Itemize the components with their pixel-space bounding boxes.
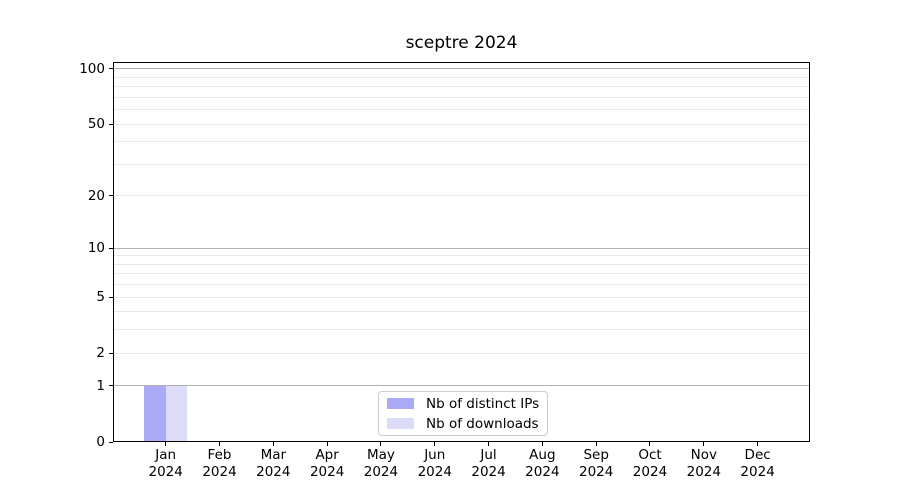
x-tick-mark — [703, 442, 705, 446]
x-tick-year: 2024 — [363, 464, 399, 480]
y-tick-label: 5 — [96, 289, 105, 306]
x-tick-month: Dec — [744, 447, 771, 463]
plot-area — [113, 62, 810, 442]
y-tick-mark — [109, 296, 113, 298]
x-tick-label: May 2024 — [351, 447, 411, 481]
x-tick-year: 2024 — [632, 464, 668, 480]
chart-title: sceptre 2024 — [405, 33, 518, 53]
x-tick-mark — [434, 442, 436, 446]
x-tick-year: 2024 — [148, 464, 183, 480]
minor-gridline — [113, 195, 810, 197]
minor-gridline — [113, 76, 810, 78]
bar-downloads-jan — [165, 385, 188, 442]
major-gridline — [113, 247, 810, 249]
x-tick-year: 2024 — [471, 464, 506, 480]
legend-label-distinct-ips: Nb of distinct IPs — [426, 395, 540, 412]
x-tick-label: Apr 2024 — [297, 447, 357, 481]
legend-item-downloads: Nb of downloads — [387, 416, 539, 432]
x-tick-month: Mar — [260, 447, 287, 463]
major-gridline — [113, 385, 810, 387]
x-tick-year: 2024 — [578, 464, 614, 480]
x-tick-month: Apr — [315, 447, 339, 463]
y-tick-mark — [109, 68, 113, 70]
minor-gridline — [113, 329, 810, 331]
x-tick-mark — [757, 442, 759, 446]
x-tick-label: Oct 2024 — [620, 447, 680, 481]
x-tick-label: Feb 2024 — [190, 447, 250, 481]
x-tick-month: Oct — [638, 447, 662, 463]
x-tick-label: Nov 2024 — [674, 447, 734, 481]
x-tick-mark — [380, 442, 382, 446]
x-tick-month: May — [366, 447, 395, 463]
minor-gridline — [113, 296, 810, 298]
x-tick-year: 2024 — [256, 464, 291, 480]
minor-gridline — [113, 141, 810, 143]
x-tick-year: 2024 — [417, 464, 452, 480]
x-tick-mark — [488, 442, 490, 446]
y-tick-label: 20 — [87, 187, 105, 204]
minor-gridline — [113, 163, 810, 165]
y-tick-mark — [109, 195, 113, 197]
minor-gridline — [113, 255, 810, 257]
x-tick-label: Jan 2024 — [136, 447, 196, 481]
x-tick-label: Sep 2024 — [566, 447, 626, 481]
x-tick-month: Aug — [529, 447, 556, 463]
y-tick-mark — [109, 247, 113, 249]
legend-item-distinct-ips: Nb of distinct IPs — [387, 396, 539, 412]
x-tick-month: Jun — [424, 447, 446, 463]
x-tick-year: 2024 — [309, 464, 345, 480]
legend-swatch-distinct-ips — [387, 398, 414, 409]
x-tick-label: Jul 2024 — [459, 447, 519, 481]
minor-gridline — [113, 263, 810, 265]
major-gridline — [113, 68, 810, 70]
y-tick-mark — [109, 123, 113, 125]
x-tick-year: 2024 — [686, 464, 721, 480]
x-tick-mark — [219, 442, 220, 446]
x-tick-mark — [595, 442, 597, 446]
bar-distinct-ips-jan — [144, 385, 166, 442]
legend-swatch-downloads — [387, 418, 414, 429]
x-tick-label: Jun 2024 — [405, 447, 465, 481]
x-tick-year: 2024 — [740, 464, 775, 480]
x-tick-month: Sep — [583, 447, 609, 463]
minor-gridline — [113, 109, 810, 111]
legend: Nb of distinct IPs Nb of downloads — [378, 391, 548, 436]
y-tick-label: 2 — [96, 345, 105, 362]
y-tick-label: 50 — [87, 116, 105, 133]
y-tick-label: 1 — [96, 377, 105, 394]
legend-label-downloads: Nb of downloads — [426, 415, 539, 432]
x-tick-month: Feb — [207, 447, 232, 463]
x-tick-label: Mar 2024 — [243, 447, 303, 481]
x-tick-mark — [165, 442, 167, 446]
minor-gridline — [113, 96, 810, 98]
x-tick-mark — [326, 442, 328, 446]
y-tick-label: 0 — [96, 434, 105, 450]
x-tick-year: 2024 — [525, 464, 560, 480]
minor-gridline — [113, 86, 810, 88]
minor-gridline — [113, 123, 810, 125]
x-tick-month: Jul — [480, 447, 497, 463]
x-tick-month: Jan — [155, 447, 177, 463]
x-tick-mark — [541, 442, 543, 446]
y-tick-mark — [109, 385, 113, 387]
x-tick-mark — [272, 442, 274, 446]
minor-gridline — [113, 311, 810, 313]
y-tick-mark — [109, 441, 113, 443]
x-tick-mark — [649, 442, 651, 446]
y-tick-label: 100 — [79, 60, 105, 77]
y-tick-label: 10 — [87, 240, 105, 257]
minor-gridline — [113, 273, 810, 275]
x-tick-label: Dec 2024 — [728, 447, 788, 481]
minor-gridline — [113, 284, 810, 286]
y-tick-mark — [109, 352, 113, 354]
x-tick-month: Nov — [690, 447, 717, 463]
x-tick-year: 2024 — [202, 464, 237, 480]
minor-gridline — [113, 352, 810, 354]
x-tick-label: Aug 2024 — [512, 447, 572, 481]
